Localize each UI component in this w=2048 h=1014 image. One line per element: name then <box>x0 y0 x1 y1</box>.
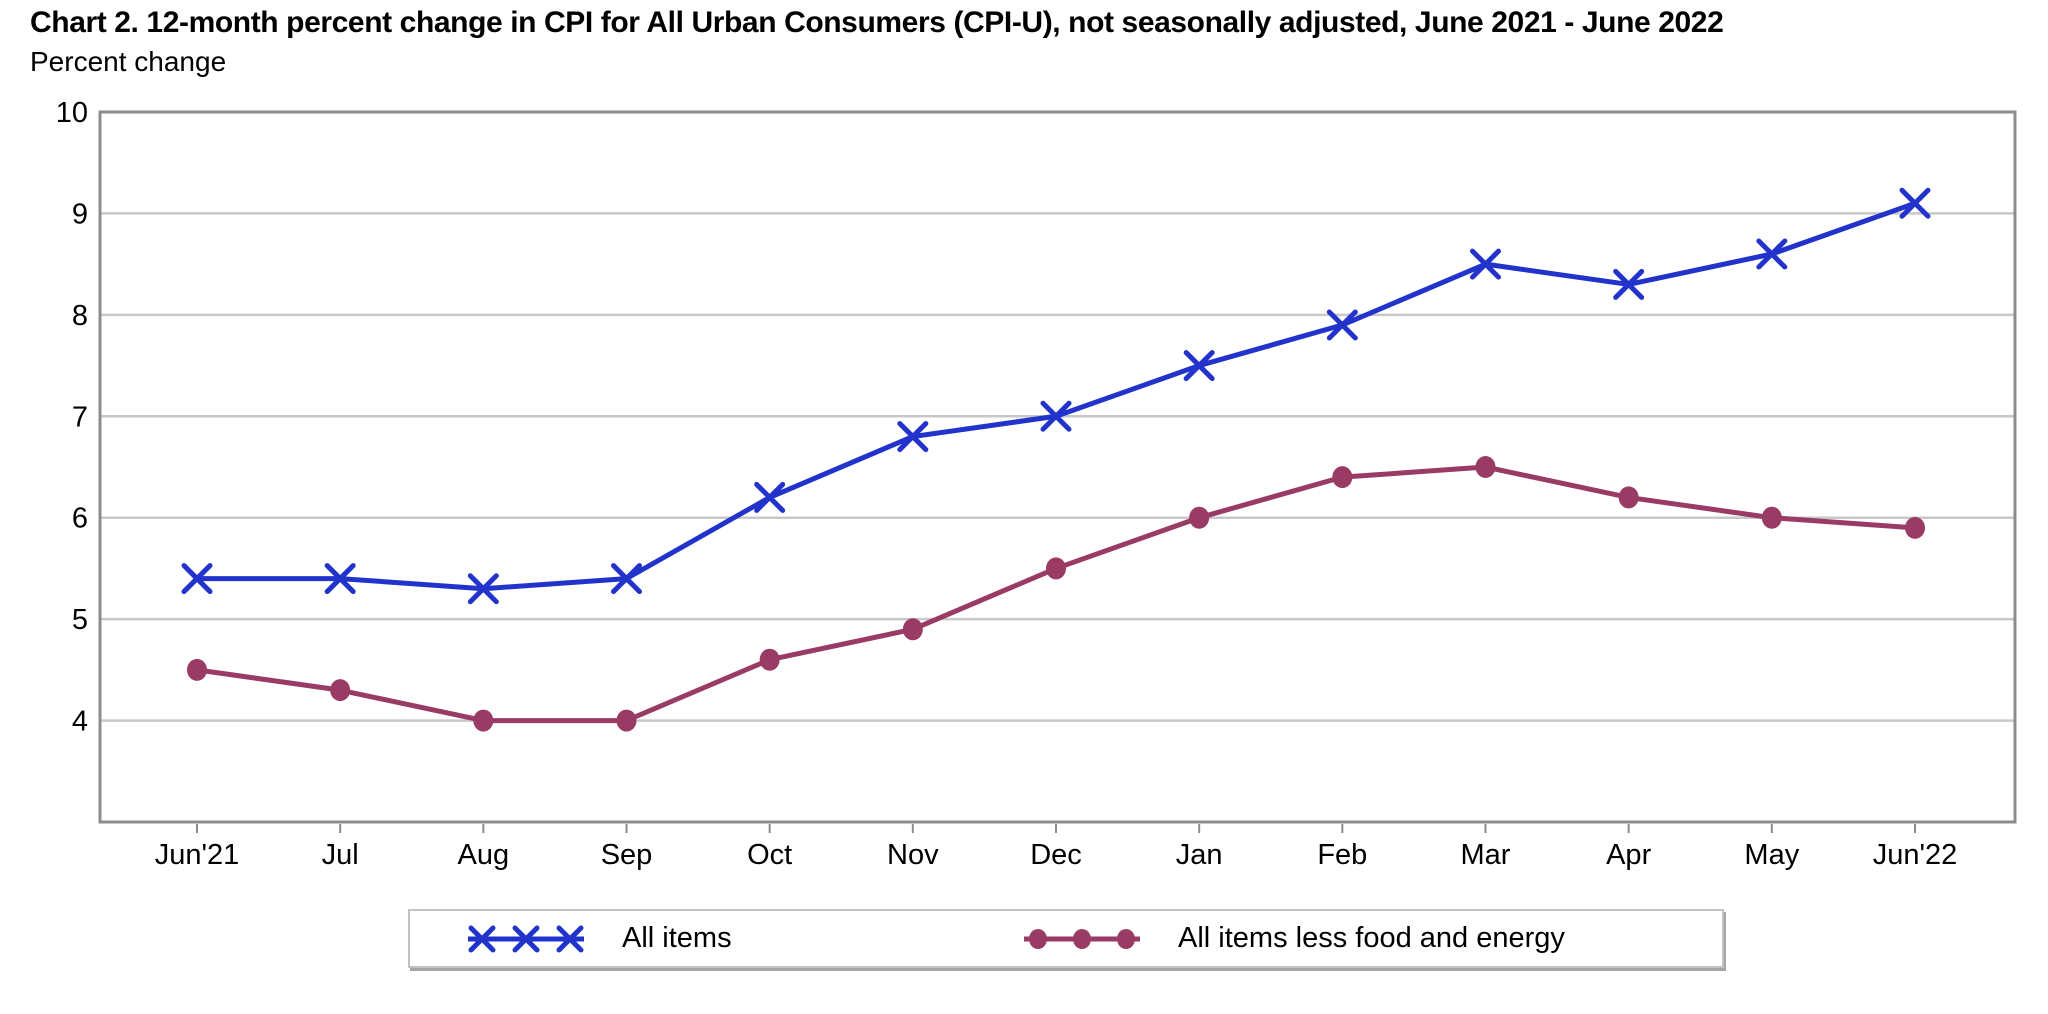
all-items-line-swatch <box>468 925 584 952</box>
y-tick-label: 9 <box>72 198 88 230</box>
circle-marker <box>902 618 923 641</box>
x-marker <box>1183 350 1215 382</box>
circle-marker <box>1475 456 1496 478</box>
x-tick-label: Sep <box>601 839 653 871</box>
x-tick-label: Jan <box>1176 839 1223 871</box>
circle-marker <box>1189 506 1210 529</box>
series-line-all-items-less-food-and-energy <box>196 464 1916 724</box>
x-tick-label: May <box>1744 839 1799 871</box>
x-tick-label: Jul <box>322 839 359 871</box>
circle-marker <box>1046 557 1066 580</box>
circle-marker <box>1117 928 1135 949</box>
circle-marker <box>1618 486 1639 509</box>
x-marker <box>1756 238 1788 270</box>
circle-marker <box>1029 928 1047 949</box>
chart-title: Chart 2. 12-month percent change in CPI … <box>30 6 1724 39</box>
y-tick-label: 8 <box>72 300 88 332</box>
x-marker <box>324 563 356 595</box>
x-tick-label: Jun'21 <box>155 839 240 871</box>
circle-marker <box>759 648 780 671</box>
x-marker <box>1326 309 1358 341</box>
x-marker <box>897 421 929 453</box>
x-marker <box>556 925 584 952</box>
legend-label-all-items: All items <box>622 922 732 954</box>
circle-marker <box>616 709 637 732</box>
chart-legend: All items All items less food and energy <box>408 909 1724 968</box>
circle-marker <box>187 658 207 681</box>
circle-marker <box>330 679 351 702</box>
y-axis-unit-label: Percent change <box>30 46 227 77</box>
x-tick-label: Oct <box>747 839 792 871</box>
x-marker <box>1899 187 1931 219</box>
y-tick-label: 6 <box>72 503 88 535</box>
circle-marker <box>473 709 494 732</box>
legend-label-core: All items less food and energy <box>1178 922 1565 954</box>
x-marker <box>611 563 642 595</box>
legend-item-all-items: All items <box>466 911 732 966</box>
core-line-swatch <box>1024 928 1140 949</box>
x-marker <box>1613 268 1645 300</box>
y-tick-label: 4 <box>72 706 88 738</box>
legend-item-core: All items less food and energy <box>1022 911 1565 966</box>
circle-marker <box>1073 928 1091 949</box>
circle-marker <box>1761 506 1782 529</box>
x-tick-label: Dec <box>1030 839 1082 871</box>
x-marker <box>467 573 499 605</box>
y-tick-label: 5 <box>72 604 88 636</box>
x-marker <box>181 563 213 595</box>
x-marker <box>512 925 540 952</box>
x-tick-label: Jun'22 <box>1873 839 1958 871</box>
y-tick-label: 7 <box>72 401 88 433</box>
x-tick-label: Apr <box>1606 839 1651 871</box>
series-line-all-items <box>197 200 1916 592</box>
x-marker <box>468 925 496 952</box>
y-tick-label: 10 <box>56 97 88 129</box>
circle-marker <box>1905 516 1925 539</box>
plot-frame <box>98 110 2017 824</box>
x-tick-label: Aug <box>458 839 510 871</box>
x-tick-label: Feb <box>1317 839 1367 871</box>
x-marker <box>754 481 786 513</box>
circle-marker <box>1332 466 1353 489</box>
x-tick-label: Mar <box>1461 839 1511 871</box>
x-marker <box>1470 248 1501 280</box>
line-chart-plot: Jun'21 Jul Aug Sep Oct Nov Dec Jan Feb Mar Apr May J… <box>56 97 2017 871</box>
x-tick-label: Nov <box>887 839 939 871</box>
x-marker <box>1040 400 1072 432</box>
